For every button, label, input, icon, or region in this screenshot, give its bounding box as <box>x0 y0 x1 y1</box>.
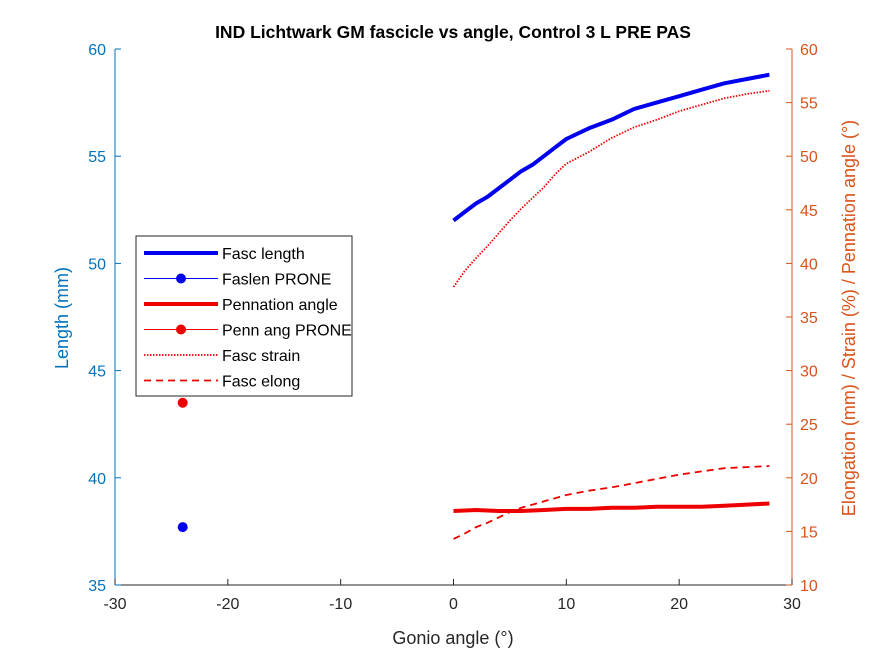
y-right-tick-label: 35 <box>800 310 818 327</box>
series-line-pennation-angle <box>453 501 770 513</box>
legend-label-penn-ang-prone: Penn ang PRONE <box>222 323 352 340</box>
series-line-fasc-elong <box>453 465 770 540</box>
y-axis-right-label: Elongation (mm) / Strain (%) / Pennation… <box>839 120 859 516</box>
series-line-fasc-strain <box>452 89 770 288</box>
y-right-tick-label: 40 <box>800 256 818 273</box>
y-right-tick-label: 30 <box>800 364 818 381</box>
x-tick-label: 10 <box>557 596 575 613</box>
x-tick-label: 20 <box>670 596 688 613</box>
y-right-tick-label: 20 <box>800 471 818 488</box>
y-right-tick-label: 55 <box>800 96 818 113</box>
y-right-tick-label: 15 <box>800 524 818 541</box>
y-right-tick-label: 45 <box>800 203 818 220</box>
axes: -30 -20 -10 0 10 20 30 35 40 45 50 55 60 10 15 20 25 30 35… <box>88 42 818 613</box>
y-axis-left-label: Length (mm) <box>52 267 72 369</box>
legend-label-pennation-angle: Pennation angle <box>222 297 338 314</box>
x-tick-label: 30 <box>783 596 801 613</box>
y-right-tick-label: 25 <box>800 417 818 434</box>
y-left-tick-label: 55 <box>88 149 106 166</box>
x-tick-label: -20 <box>216 596 239 613</box>
y-left-tick-label: 35 <box>88 578 106 595</box>
legend-swatch-marker-faslen-prone <box>176 273 186 284</box>
series-line-fasc-length <box>452 72 770 223</box>
legend-box <box>135 235 353 397</box>
y-right-tick-label: 50 <box>800 149 818 166</box>
y-left-tick-label: 40 <box>88 471 106 488</box>
x-axis-label: Gonio angle (°) <box>392 628 513 648</box>
y-left-tick-label: 45 <box>88 364 106 381</box>
y-right-tick-label: 10 <box>800 578 818 595</box>
plot-area <box>177 72 770 540</box>
x-tick-label: -10 <box>329 596 352 613</box>
legend-label-faslen-prone: Faslen PRONE <box>222 272 331 289</box>
series-point-penn-ang-prone <box>177 397 188 408</box>
legend-swatch-marker-penn-ang-prone <box>176 324 186 335</box>
chart-title: IND Lichtwark GM fascicle vs angle, Cont… <box>215 22 691 42</box>
legend: Fasc length Faslen PRONE Pennation angle Pe… <box>135 235 353 397</box>
series-point-faslen-prone <box>177 522 188 533</box>
y-left-tick-label: 60 <box>88 42 106 59</box>
y-right-tick-label: 60 <box>800 42 818 59</box>
x-tick-label: 0 <box>449 596 458 613</box>
y-left-tick-label: 50 <box>88 256 106 273</box>
x-tick-label: -30 <box>103 596 126 613</box>
legend-label-fasc-elong: Fasc elong <box>222 374 300 391</box>
legend-label-fasc-length: Fasc length <box>222 246 305 263</box>
legend-label-fasc-strain: Fasc strain <box>222 348 300 365</box>
